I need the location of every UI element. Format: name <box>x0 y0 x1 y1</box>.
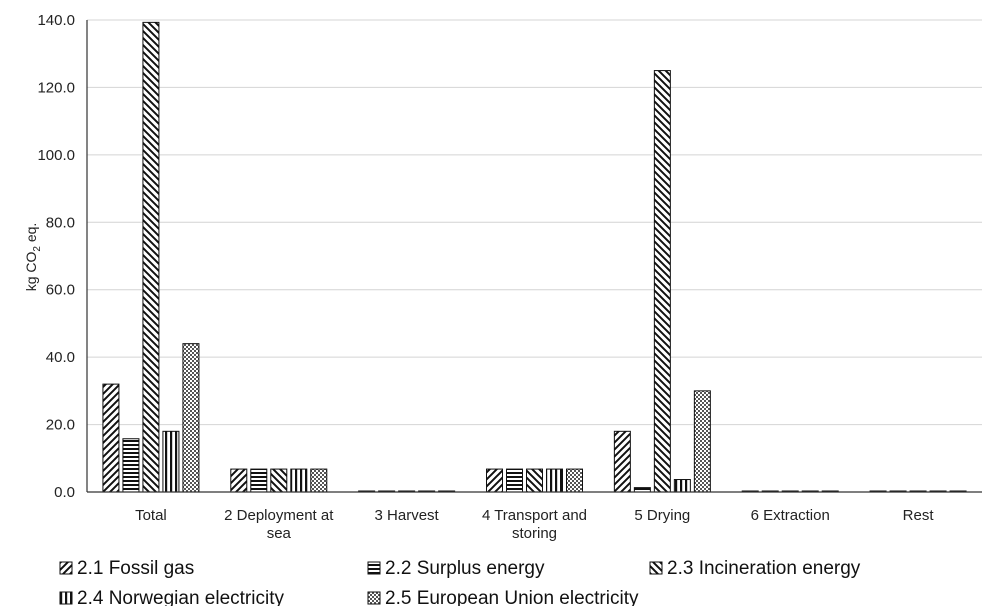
y-tick-label: 80.0 <box>46 214 75 231</box>
bar <box>693 390 711 493</box>
bar <box>506 468 523 493</box>
bar <box>122 438 140 493</box>
bar <box>310 468 328 493</box>
bar <box>162 430 180 493</box>
y-tick-label: 40.0 <box>46 349 75 366</box>
bar <box>230 468 248 493</box>
y-tick-label: 60.0 <box>46 282 75 299</box>
bar <box>102 383 120 493</box>
y-tick-label: 20.0 <box>46 417 75 434</box>
legend-label: 2.5 European Union electricity <box>385 588 639 606</box>
legend: 2.1 Fossil gas 2.2 Surplus energy 2.3 Inci… <box>59 558 861 606</box>
legend-swatch <box>59 591 73 605</box>
bar <box>182 343 200 493</box>
legend-swatch <box>367 591 381 605</box>
bar <box>290 468 308 493</box>
legend-item: 2.5 European Union electricity <box>367 588 639 606</box>
legend-item: 2.4 Norwegian electricity <box>59 588 284 606</box>
legend-label: 2.2 Surplus energy <box>385 558 545 579</box>
y-tick-label: 100.0 <box>37 147 75 164</box>
legend-swatch <box>367 561 381 575</box>
legend-item: 2.1 Fossil gas <box>59 558 194 579</box>
bar <box>673 479 691 493</box>
axes <box>86 20 982 493</box>
y-tick-labels: 0.0 20.0 40.0 60.0 80.0 100.0 120.0 140.0 <box>37 12 75 501</box>
legend-item: 2.2 Surplus energy <box>367 558 545 579</box>
x-category-label: 2 Deployment at <box>224 507 334 524</box>
bar <box>653 70 671 493</box>
y-tick-label: 140.0 <box>37 12 75 29</box>
x-category-label: 5 Drying <box>634 507 690 524</box>
legend-label: 2.1 Fossil gas <box>77 558 194 579</box>
bar <box>270 468 288 493</box>
legend-label: 2.3 Incineration energy <box>667 558 861 579</box>
y-tick-label: 0.0 <box>54 484 75 501</box>
bar <box>613 430 631 493</box>
x-category-label: 3 Harvest <box>375 507 440 524</box>
x-category-label: 4 Transport and <box>482 507 587 524</box>
bar <box>566 468 583 493</box>
bar <box>546 468 563 493</box>
x-category-label: Rest <box>903 507 935 524</box>
legend-label: 2.4 Norwegian electricity <box>77 588 284 606</box>
legend-swatch <box>59 561 73 575</box>
bar <box>142 21 160 493</box>
x-category-label: storing <box>512 525 557 542</box>
legend-item: 2.3 Incineration energy <box>649 558 861 579</box>
bar <box>250 468 268 493</box>
bars-layer <box>102 21 967 493</box>
bar <box>633 487 651 493</box>
bar <box>486 468 503 493</box>
legend-swatch <box>649 561 663 575</box>
gridlines <box>87 19 982 426</box>
x-category-label: 6 Extraction <box>751 507 830 524</box>
x-category-label: sea <box>267 525 292 542</box>
x-category-label: Total <box>135 507 167 524</box>
bar <box>526 468 543 493</box>
y-tick-label: 120.0 <box>37 79 75 96</box>
y-axis-label: kg CO2 eq. <box>23 223 43 292</box>
